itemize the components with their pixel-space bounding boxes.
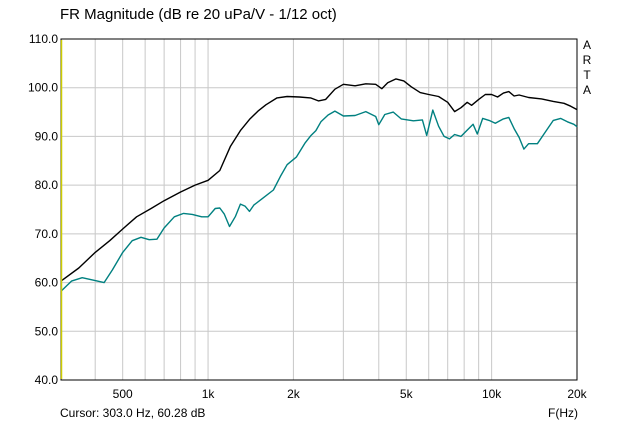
x-tick-label: 500	[113, 387, 133, 401]
arta-logo: A R T A	[582, 38, 592, 98]
y-tick-label: 100.0	[28, 81, 58, 95]
x-axis-unit-label: F(Hz)	[548, 406, 578, 420]
x-tick-label: 1k	[202, 387, 216, 401]
y-tick-label: 50.0	[35, 324, 59, 338]
series-line-1	[60, 78, 578, 282]
logo-letter: A	[582, 38, 591, 52]
x-tick-label: 2k	[287, 387, 301, 401]
y-tick-label: 110.0	[29, 32, 58, 46]
x-tick-label: 5k	[400, 387, 414, 401]
x-tick-label: 10k	[482, 387, 502, 401]
plot-area	[61, 39, 577, 380]
y-tick-label: 70.0	[35, 227, 59, 241]
y-tick-label: 80.0	[35, 178, 59, 192]
cursor-readout: Cursor: 303.0 Hz, 60.28 dB	[60, 406, 206, 420]
logo-letter: R	[582, 53, 592, 67]
logo-letter: A	[582, 83, 591, 97]
y-tick-label: 90.0	[35, 129, 59, 143]
series-line-2	[60, 109, 578, 292]
x-tick-label: 20k	[567, 387, 587, 401]
y-tick-label: 40.0	[35, 373, 59, 387]
chart-title: FR Magnitude (dB re 20 uPa/V - 1/12 oct)	[60, 6, 337, 23]
logo-letter: T	[583, 68, 591, 82]
y-tick-label: 60.0	[35, 276, 59, 290]
